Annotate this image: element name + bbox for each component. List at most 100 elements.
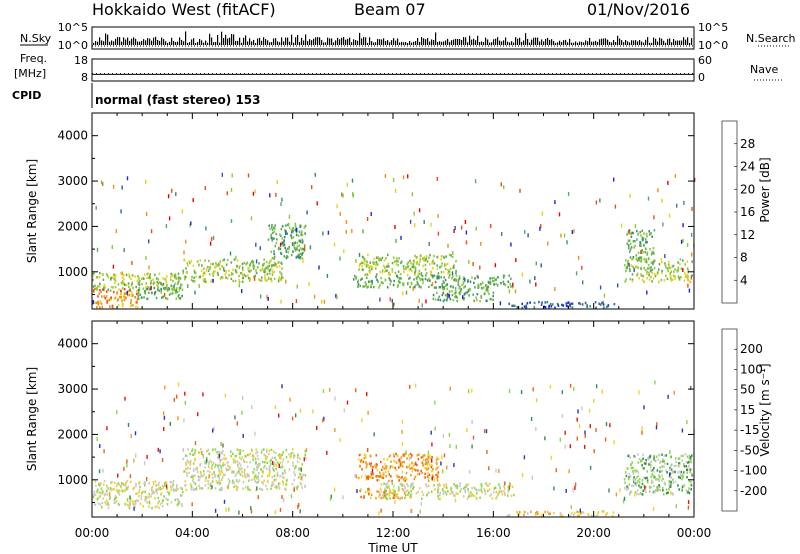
range-cell	[102, 491, 104, 494]
range-cell	[204, 484, 207, 487]
range-cell	[433, 262, 436, 265]
range-cell	[683, 279, 686, 282]
range-cell	[298, 467, 301, 470]
range-cell	[129, 474, 132, 479]
range-cell	[114, 497, 116, 501]
range-cell	[203, 267, 205, 270]
range-cell	[170, 272, 173, 275]
range-cell	[146, 496, 148, 499]
range-cell	[258, 262, 260, 265]
range-cell	[407, 261, 410, 264]
nsky-bar	[327, 37, 329, 45]
range-cell	[446, 299, 448, 302]
range-cell	[164, 277, 166, 281]
range-cell	[467, 483, 469, 486]
range-cell	[437, 489, 439, 492]
range-cell	[437, 214, 439, 218]
range-cell	[631, 461, 633, 464]
range-cell	[680, 267, 683, 270]
range-cell	[421, 497, 423, 500]
range-cell	[276, 265, 278, 269]
range-cell	[301, 248, 303, 251]
range-cell	[410, 485, 412, 488]
range-cell	[595, 428, 597, 433]
nsky-bar	[585, 40, 587, 45]
range-cell	[439, 497, 441, 501]
range-cell	[303, 226, 306, 229]
range-cell	[255, 451, 257, 455]
nsky-bar	[449, 41, 451, 45]
nsky-bar	[95, 41, 97, 45]
range-cell	[687, 490, 689, 493]
range-cell	[255, 242, 257, 247]
range-cell	[626, 467, 629, 470]
range-cell	[202, 454, 204, 457]
nsky-bar	[417, 38, 419, 45]
range-cell	[564, 430, 566, 435]
range-cell	[263, 479, 265, 482]
range-cell	[355, 474, 358, 479]
range-cell	[451, 255, 454, 259]
range-cell	[271, 239, 274, 242]
range-cell	[670, 463, 673, 466]
range-cell	[407, 265, 410, 268]
range-cell	[409, 285, 411, 289]
y-tick-label: 4000	[57, 337, 88, 351]
range-cell	[314, 172, 316, 177]
range-cell	[126, 290, 128, 295]
range-cell	[378, 475, 381, 478]
range-cell	[382, 465, 384, 468]
range-cell	[257, 495, 259, 500]
range-cell	[210, 461, 213, 464]
range-cell	[295, 299, 298, 304]
range-cell	[157, 488, 159, 491]
range-cell	[646, 240, 648, 244]
range-cell	[386, 486, 389, 489]
range-cell	[263, 448, 265, 451]
range-cell	[156, 505, 158, 508]
range-cell	[437, 483, 439, 487]
range-cell	[184, 278, 186, 281]
range-cell	[418, 263, 420, 266]
range-cell	[474, 286, 476, 289]
range-cell	[571, 302, 574, 305]
range-cell	[642, 251, 644, 254]
range-cell	[342, 495, 344, 500]
range-cell	[355, 275, 358, 279]
range-cell	[476, 492, 478, 495]
range-cell	[443, 485, 446, 488]
range-cell	[253, 276, 256, 281]
range-cell	[370, 268, 373, 271]
nsky-bar	[671, 42, 673, 45]
range-cell	[425, 461, 428, 464]
range-cell	[590, 514, 593, 517]
range-cell	[640, 250, 642, 254]
nsky-bar	[97, 41, 99, 45]
range-cell	[637, 251, 640, 254]
range-cell	[682, 471, 685, 474]
range-cell	[608, 488, 610, 493]
range-cell	[479, 496, 481, 499]
range-cell	[185, 471, 188, 475]
range-cell	[192, 488, 195, 492]
range-cell	[176, 290, 179, 294]
range-cell	[294, 241, 297, 244]
range-cell	[266, 488, 269, 491]
range-cell	[185, 267, 187, 270]
range-cell	[688, 288, 691, 293]
range-cell	[420, 469, 422, 473]
range-cell	[174, 274, 176, 277]
range-cell	[402, 283, 405, 287]
range-cell	[644, 268, 647, 272]
range-cell	[691, 252, 693, 257]
range-cell	[413, 223, 416, 228]
range-cell	[192, 477, 194, 480]
nsky-bar	[235, 40, 237, 45]
range-cell	[268, 449, 271, 452]
range-cell	[92, 285, 95, 288]
range-cell	[299, 457, 301, 460]
range-cell	[247, 488, 249, 491]
range-cell	[446, 465, 448, 470]
range-cell	[144, 499, 146, 502]
range-cell	[117, 304, 120, 307]
